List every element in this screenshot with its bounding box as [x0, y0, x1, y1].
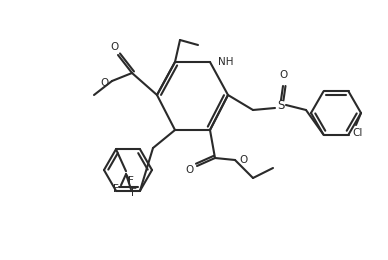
Text: O: O: [110, 42, 118, 52]
Text: O: O: [239, 155, 247, 165]
Text: NH: NH: [218, 57, 234, 67]
Text: F: F: [113, 184, 119, 194]
Text: O: O: [100, 78, 108, 88]
Text: O: O: [280, 70, 288, 80]
Text: F: F: [131, 188, 137, 198]
Text: O: O: [185, 165, 193, 175]
Text: F: F: [128, 176, 134, 186]
Text: S: S: [277, 99, 285, 112]
Text: Cl: Cl: [353, 128, 363, 138]
